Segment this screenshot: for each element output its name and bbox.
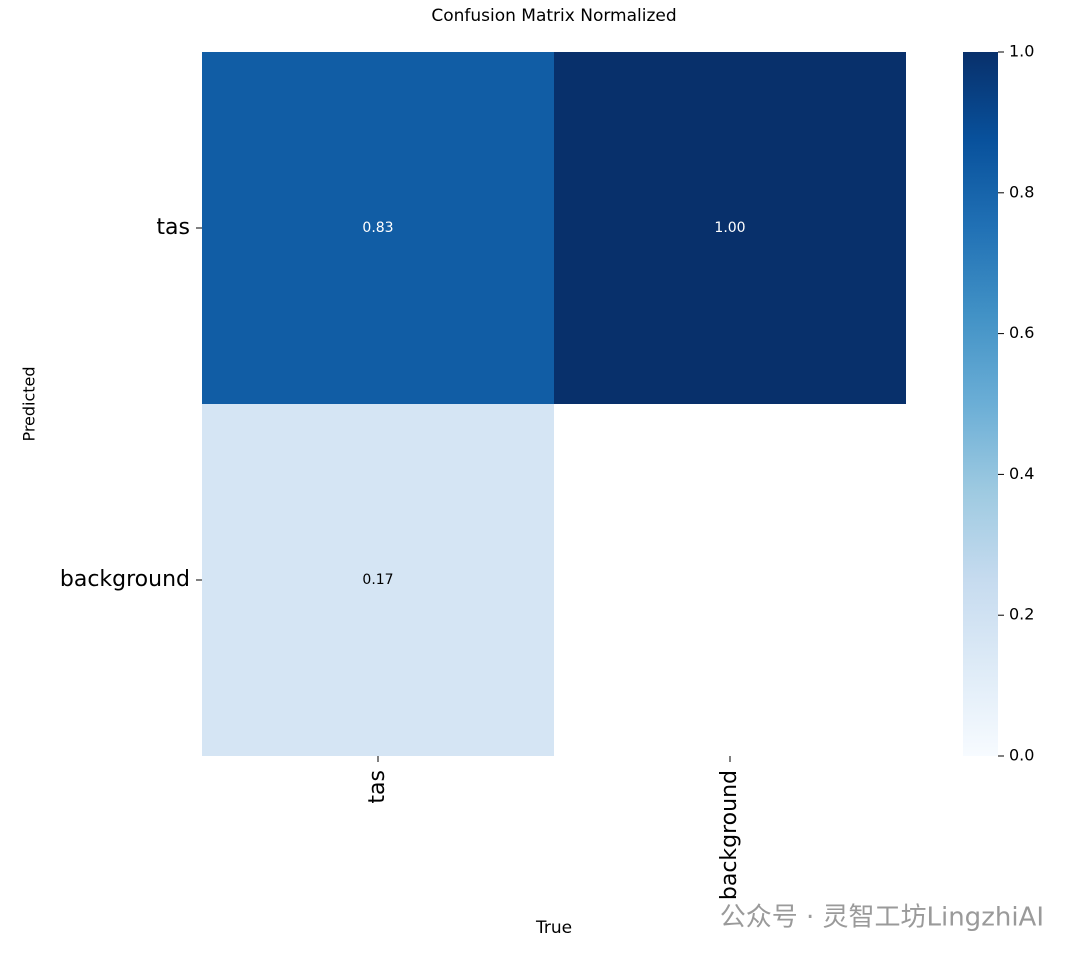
colorbar-tick-label: 0.4 bbox=[1009, 464, 1034, 483]
cell-label: 1.00 bbox=[714, 220, 745, 236]
heatmap-cell bbox=[554, 52, 906, 404]
colorbar bbox=[963, 52, 998, 756]
x-tick-label: background bbox=[717, 770, 742, 900]
y-tick-label: background bbox=[60, 567, 190, 592]
colorbar-tick-label: 1.0 bbox=[1009, 42, 1034, 61]
heatmap-cell bbox=[202, 404, 554, 756]
heatmap-cell bbox=[202, 52, 554, 404]
x-axis-label: True bbox=[535, 918, 572, 938]
cell-label: 0.83 bbox=[362, 220, 393, 236]
cell-label: 0.17 bbox=[362, 572, 393, 588]
chart-title: Confusion Matrix Normalized bbox=[431, 6, 676, 26]
colorbar-tick-label: 0.6 bbox=[1009, 323, 1034, 342]
colorbar-tick-label: 0.2 bbox=[1009, 605, 1034, 624]
x-tick-label: tas bbox=[365, 770, 390, 804]
colorbar-tick-label: 0.0 bbox=[1009, 746, 1034, 765]
watermark: 公众号 · 灵智工坊LingzhiAI bbox=[720, 903, 1044, 933]
y-axis-label: Predicted bbox=[20, 366, 39, 441]
colorbar-tick-label: 0.8 bbox=[1009, 182, 1034, 201]
y-tick-label: tas bbox=[156, 215, 190, 240]
